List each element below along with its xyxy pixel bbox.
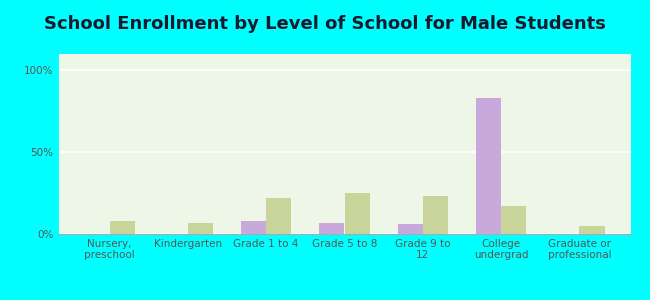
- Bar: [422, 196, 448, 234]
- Bar: [188, 223, 213, 234]
- Bar: [398, 224, 423, 234]
- Bar: [241, 221, 266, 234]
- Bar: [266, 198, 291, 234]
- Bar: [501, 206, 526, 234]
- Bar: [476, 98, 501, 234]
- Text: School Enrollment by Level of School for Male Students: School Enrollment by Level of School for…: [44, 15, 606, 33]
- Bar: [344, 193, 370, 234]
- Bar: [110, 221, 135, 234]
- Bar: [319, 223, 344, 234]
- Bar: [579, 226, 604, 234]
